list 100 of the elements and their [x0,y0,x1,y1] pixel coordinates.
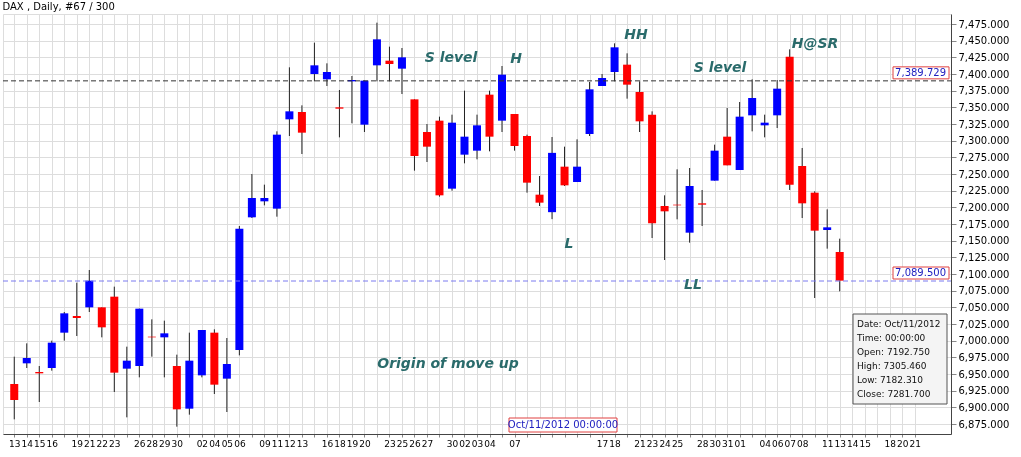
candlestick [72,282,81,337]
candlestick [10,356,19,420]
x-tick-label: 25 [671,438,684,449]
x-tick-label: 04 [484,438,497,449]
candlestick [573,138,582,183]
candlestick [160,320,169,378]
y-tick-label: 7,350.000 [958,101,1010,113]
x-tick-label: 18 [334,438,346,449]
annotation: Time: 00:00:00 [856,333,926,343]
candlestick [322,62,331,87]
annotation: Low: 7182.310 [857,375,924,385]
candlestick [460,90,469,164]
x-tick-label: 30 [446,438,459,449]
x-tick-label: 21 [84,438,96,449]
candlestick [748,78,757,132]
x-tick-label: 31 [721,438,734,449]
x-tick-label: 18 [884,438,897,449]
x-tick-label: 26 [409,438,421,449]
y-tick-label: 7,450.000 [958,35,1010,47]
x-tick-label: 09 [259,438,271,449]
y-tick-label: 7,275.000 [958,151,1010,163]
y-tick-label: 7,300.000 [958,135,1010,147]
annotation: Origin of move up [377,355,519,371]
y-tick-label: 6,975.000 [958,351,1010,363]
x-tick-label: 14 [21,438,34,449]
y-tick-label: 6,950.000 [958,368,1010,380]
x-tick-label: 23 [109,438,121,449]
candlestick [310,42,319,82]
x-tick-label: 25 [396,438,409,449]
candlestick [285,66,294,137]
candlestick [97,306,106,338]
y-tick-label: 7,150.000 [958,235,1010,247]
annotation: S level [424,49,478,65]
x-tick-label: 13 [296,438,309,449]
y-tick-label: 7,250.000 [958,168,1010,180]
candlestick [297,104,306,155]
x-tick-label: 02 [459,438,471,449]
x-tick-label: 19 [346,438,359,449]
candlestick [560,146,569,187]
y-tick-label: 6,875.000 [958,418,1010,430]
x-tick-label: 26 [134,438,146,449]
x-tick-label: 21 [909,438,921,449]
candlestick [60,311,69,342]
x-tick-label: 23 [646,438,659,449]
y-tick-label: 7,425.000 [958,51,1010,63]
candlestick [698,189,707,227]
candlestick [535,175,544,207]
candlestick [247,173,256,219]
annotation: LL [684,276,702,292]
y-tick-label: 7,050.000 [958,301,1010,313]
annotation: S level [693,59,747,75]
annotation: L [564,235,574,251]
annotation: Close: 7281.700 [857,389,931,399]
x-tick-label: 19 [71,438,84,449]
x-tick-label: 06 [771,438,784,449]
x-tick-label: 11 [271,438,284,449]
x-tick-label: 04 [759,438,772,449]
chart-title: DAX , Daily, #67 / 300 [2,1,115,12]
x-tick-label: 16 [321,438,334,449]
candlestick [222,337,231,413]
x-tick-label: 02 [196,438,209,449]
x-tick-label: 12 [284,438,296,449]
annotation: Oct/11/2012 00:00:00 [507,419,619,430]
annotation: High: 7305.460 [857,361,927,371]
x-tick-label: 30 [171,438,184,449]
candlestick [660,194,669,261]
x-tick-label: 29 [159,438,171,449]
y-tick-label: 7,325.000 [958,118,1010,130]
x-tick-label: 13 [834,438,846,449]
y-tick-label: 7,125.000 [958,251,1010,263]
x-tick-label: 23 [384,438,396,449]
y-tick-label: 6,900.000 [958,401,1010,413]
x-tick-label: 11 [821,438,834,449]
candlestick [823,208,832,250]
x-tick-label: 16 [46,438,59,449]
x-tick-label: 21 [634,438,646,449]
x-tick-label: 01 [734,438,746,449]
annotation: H@SR [791,35,839,51]
y-tick-label: 7,475.000 [958,18,1010,30]
x-tick-label: 14 [846,438,859,449]
x-tick-label: 07 [784,438,796,449]
annotation: HH [624,26,648,42]
x-tick-label: 08 [796,438,809,449]
x-tick-label: 24 [659,438,672,449]
annotation: Date: Oct/11/2012 [857,319,941,329]
x-tick-label: 27 [421,438,434,449]
x-tick-label: 13 [9,438,21,449]
y-tick-label: 7,100.000 [958,268,1010,280]
candlestick [122,346,131,418]
x-tick-label: 22 [96,438,109,449]
x-tick-label: 28 [696,438,709,449]
y-tick-label: 6,925.000 [958,385,1010,397]
candlestick [623,52,632,100]
x-tick-label: 18 [609,438,622,449]
candlestick [22,342,31,369]
y-tick-label: 7,000.000 [958,335,1010,347]
x-tick-label: 15 [859,438,871,449]
x-tick-label: 04 [209,438,221,449]
candlestick [422,123,431,163]
candlestick [335,89,344,138]
